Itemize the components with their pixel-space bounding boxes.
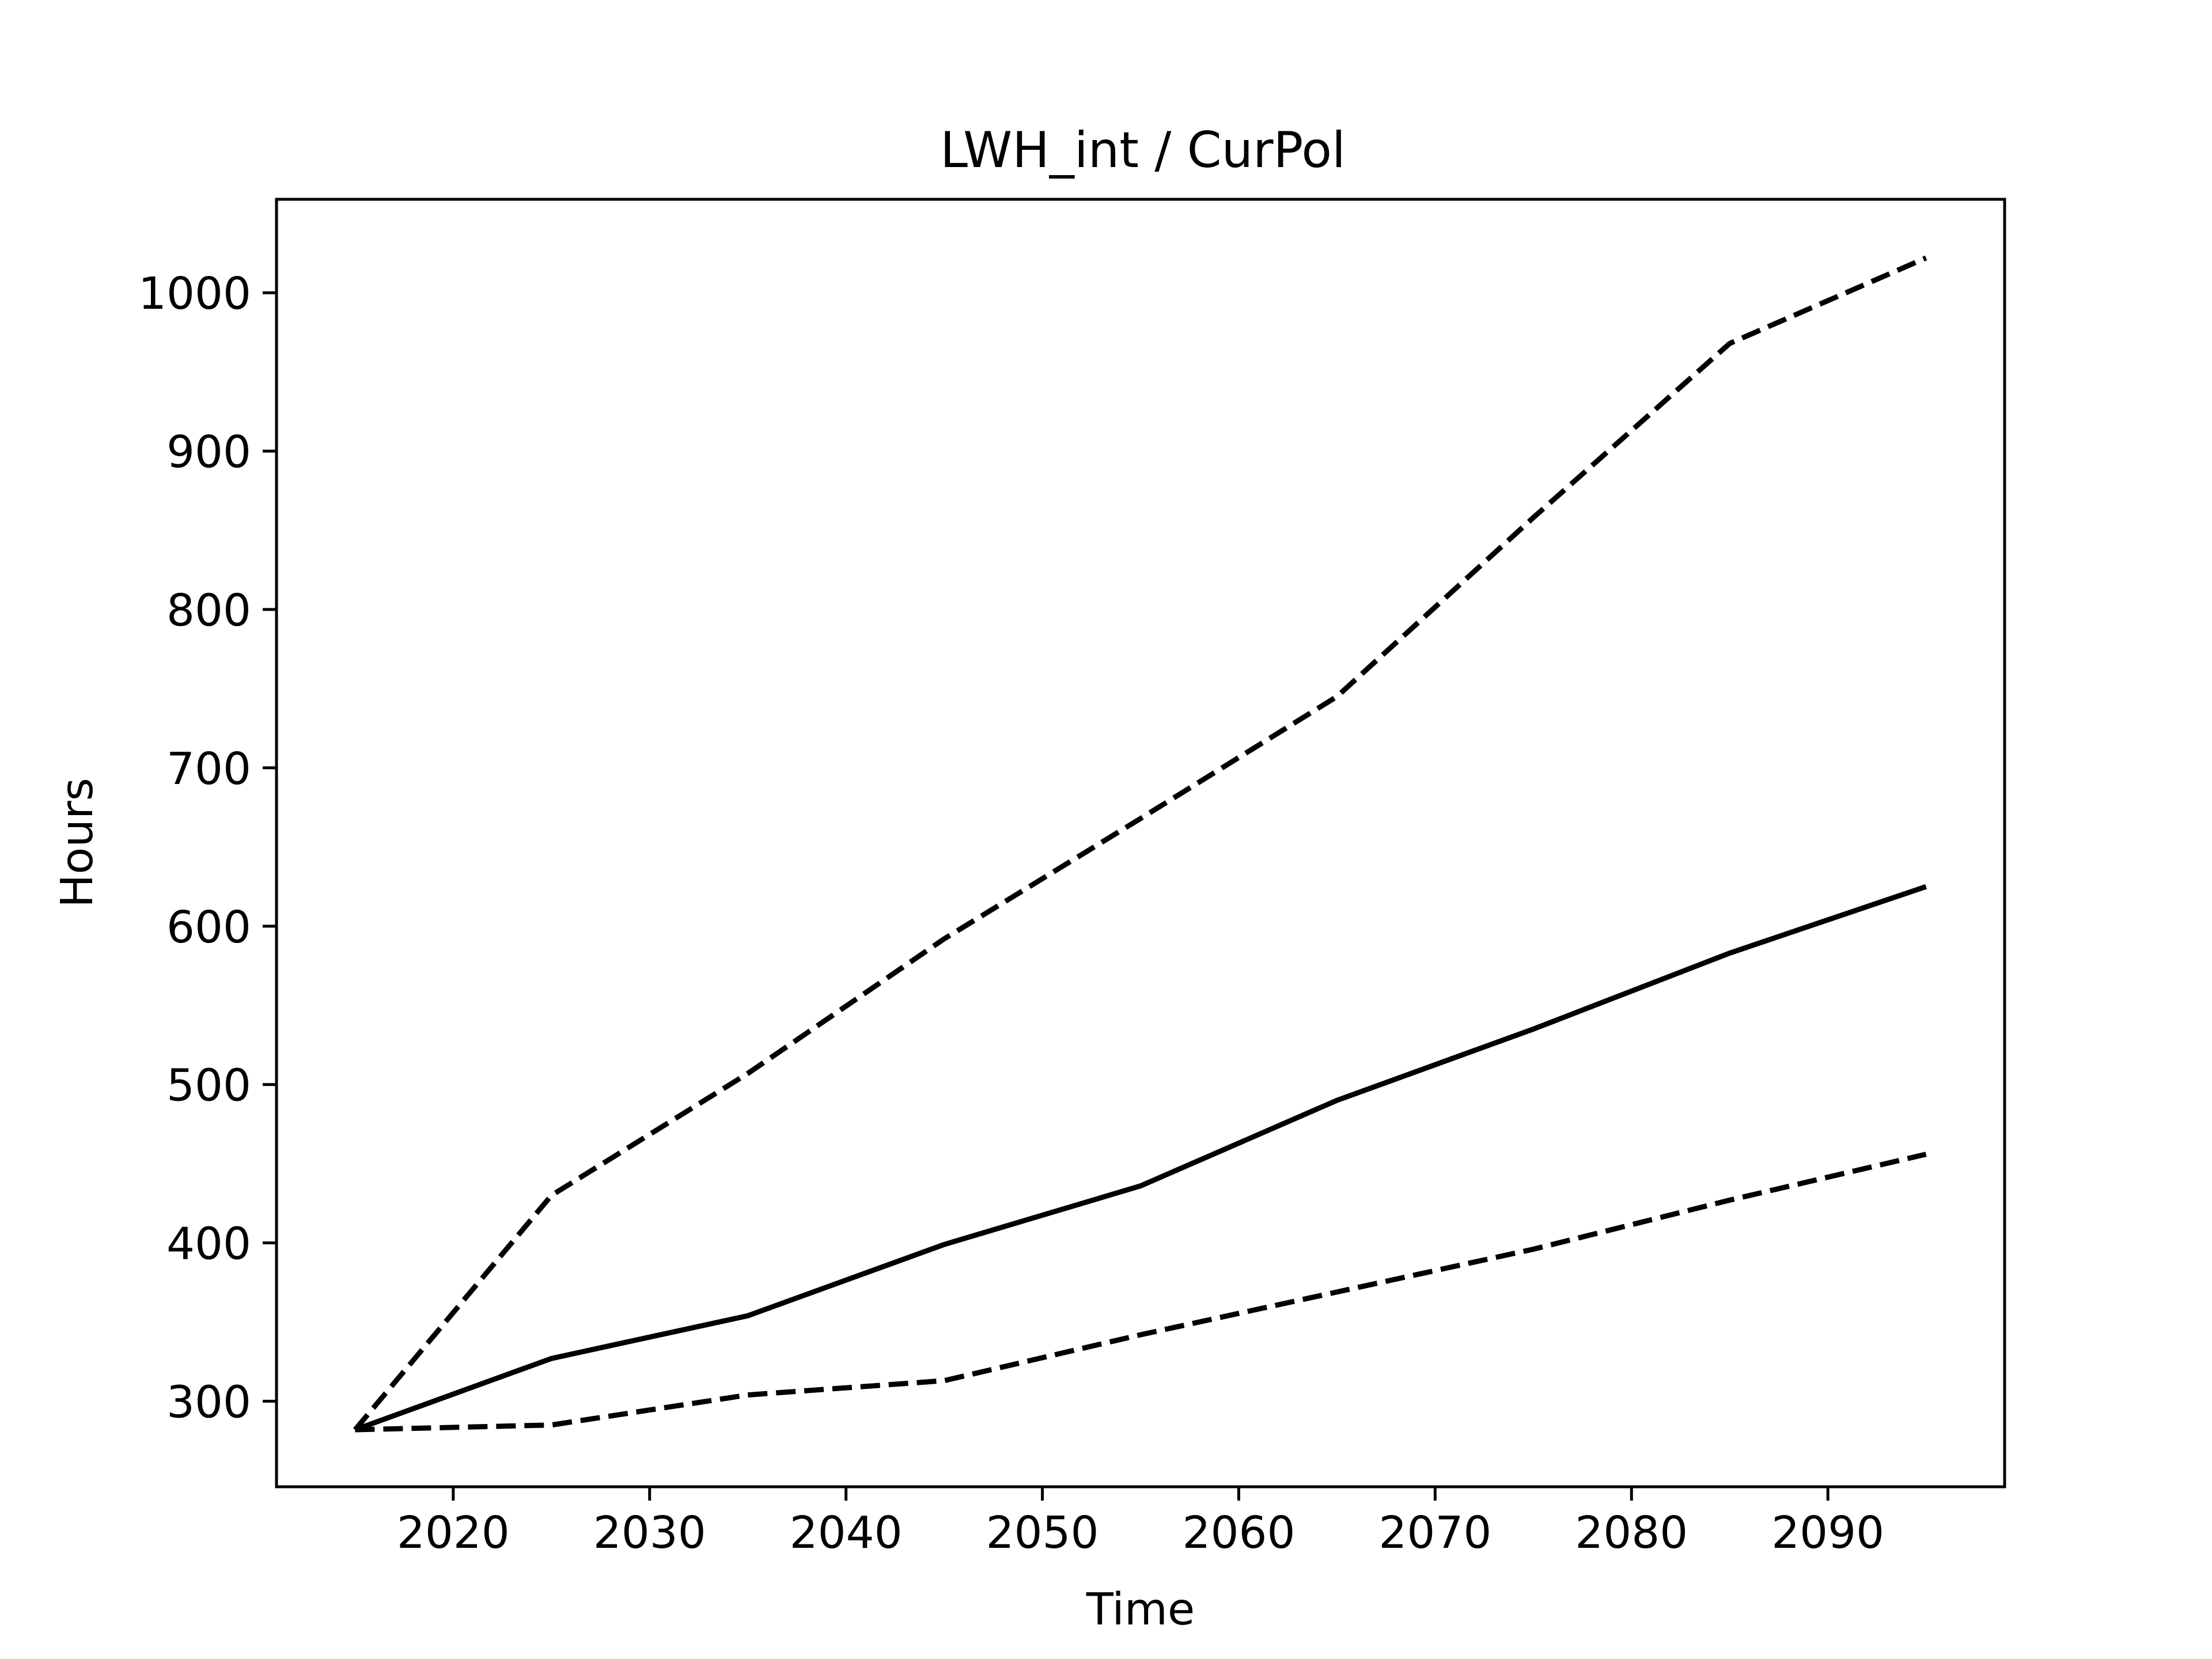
x-tick-label: 2030 — [593, 1508, 706, 1559]
x-axis-ticks: 2020 2030 2040 2050 2060 2070 2080 2090 — [397, 1487, 1884, 1559]
y-tick-label: 400 — [166, 1219, 251, 1270]
lower-bound-dashed-line — [355, 1152, 1927, 1433]
y-tick-label: 800 — [166, 585, 251, 637]
y-tick-label: 300 — [166, 1377, 251, 1429]
x-tick-label: 2070 — [1378, 1508, 1491, 1559]
x-axis-label: Time — [1086, 1584, 1195, 1635]
x-tick-label: 2050 — [986, 1508, 1099, 1559]
central-solid-line — [354, 884, 1927, 1433]
x-tick-label: 2060 — [1182, 1508, 1295, 1559]
chart-title: LWH_int / CurPol — [940, 122, 1346, 179]
x-tick-label: 2090 — [1771, 1508, 1884, 1559]
x-tick-label: 2040 — [790, 1508, 903, 1559]
y-axis-label: Hours — [52, 778, 103, 908]
x-tick-label: 2020 — [397, 1508, 510, 1559]
y-tick-label: 900 — [166, 427, 251, 478]
series-layer — [353, 255, 1927, 1433]
y-tick-label: 1000 — [138, 268, 251, 320]
plot-frame — [275, 198, 2006, 1488]
y-tick-label: 600 — [166, 902, 251, 953]
y-tick-label: 500 — [166, 1060, 251, 1112]
y-tick-label: 700 — [166, 744, 251, 795]
y-axis-ticks: 300 400 500 600 700 800 900 1000 — [138, 268, 276, 1429]
x-tick-label: 2080 — [1575, 1508, 1688, 1559]
upper-bound-dashed-line — [353, 255, 1927, 1431]
